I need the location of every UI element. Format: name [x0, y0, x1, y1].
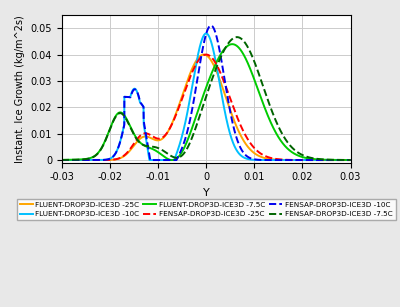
Legend: FLUENT-DROP3D-ICE3D -25C, FLUENT-DROP3D-ICE3D -10C, FLUENT-DROP3D-ICE3D -7.5C, F: FLUENT-DROP3D-ICE3D -25C, FLUENT-DROP3D-…: [17, 199, 396, 220]
Y-axis label: Instant. Ice Growth (kg/m^2s): Instant. Ice Growth (kg/m^2s): [15, 15, 25, 163]
X-axis label: Y: Y: [203, 188, 210, 198]
